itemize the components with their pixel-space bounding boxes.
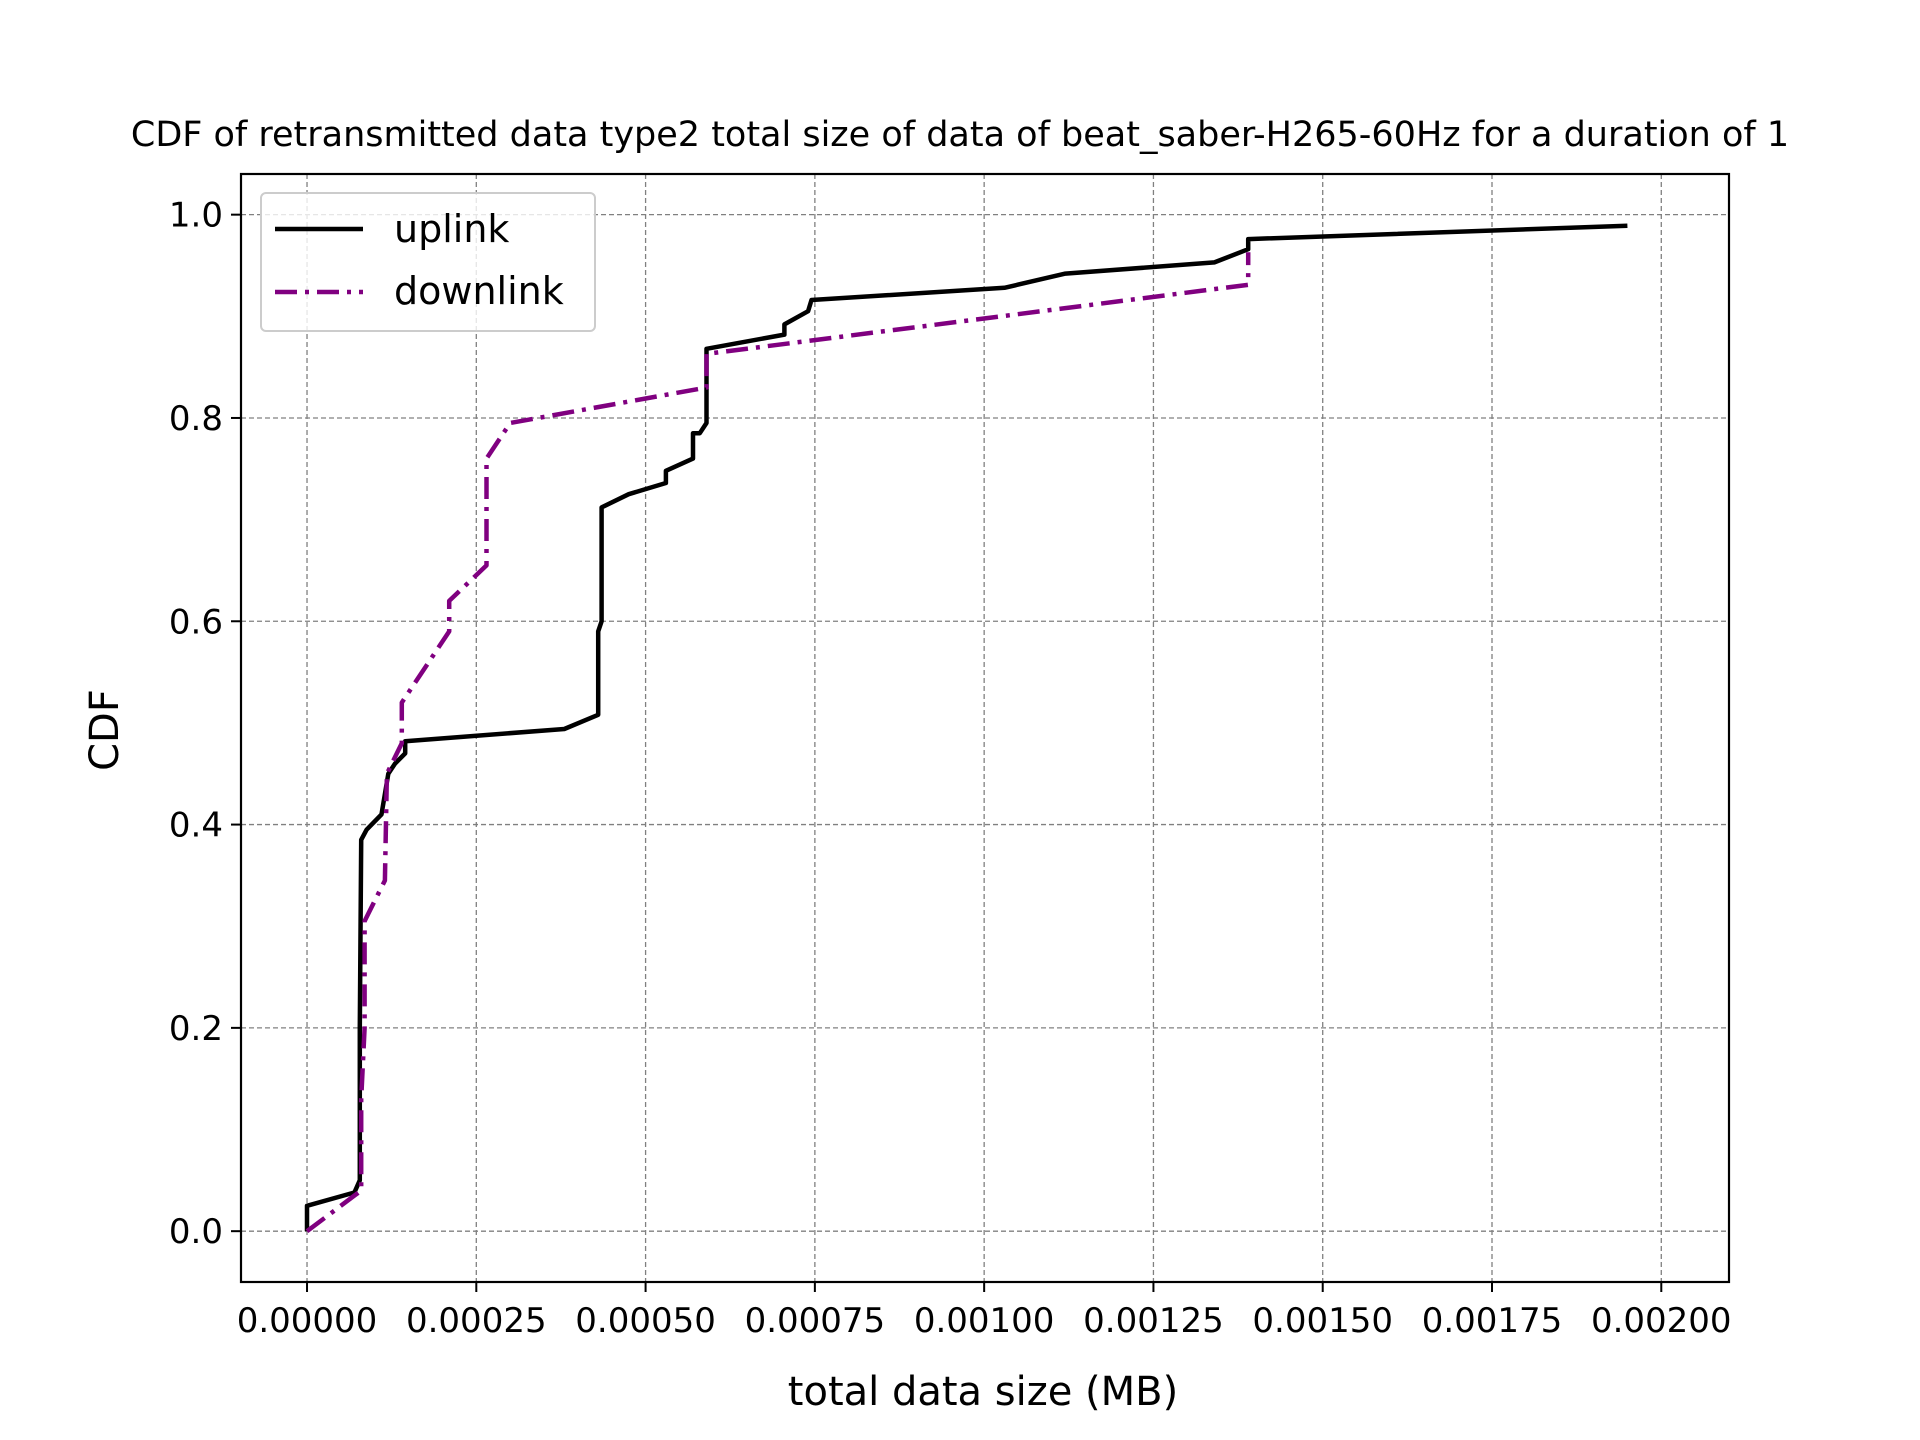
x-tick-label: 0.00000 [237,1301,378,1341]
series-line-downlink [305,252,1251,1233]
x-tick-label: 0.00125 [1083,1301,1224,1341]
x-tick-label: 0.00025 [406,1301,547,1341]
x-tick-label: 0.00200 [1591,1301,1732,1341]
x-tick-label: 0.00075 [745,1301,886,1341]
x-tick-label: 0.00150 [1252,1301,1393,1341]
legend-label-downlink: downlink [394,269,564,313]
grid-lines [241,174,1729,1282]
y-tick-label: 0.6 [169,602,223,642]
y-tick-label: 0.0 [169,1212,223,1252]
y-tick-label: 0.2 [169,1009,223,1049]
y-tick-label: 0.8 [169,399,223,439]
y-tick-label: 1.0 [169,196,223,236]
y-axis-ticks: 0.0 0.2 0.4 0.6 0.8 1.0 [169,196,241,1252]
y-tick-label: 0.4 [169,806,223,846]
x-tick-label: 0.00050 [575,1301,716,1341]
legend: uplink downlink [260,192,596,332]
y-axis-label: CDF [82,689,128,771]
plot-area [304,223,1628,1233]
chart-title: CDF of retransmitted data type2 total si… [131,115,1789,155]
x-axis-ticks: 0.00000 0.00025 0.00050 0.00075 0.00100 0.001… [237,1282,1732,1341]
x-axis-label: total data size (MB) [788,1369,1178,1415]
legend-label-uplink: uplink [394,207,509,251]
x-tick-label: 0.00100 [914,1301,1055,1341]
series-line-uplink [304,223,1628,1232]
x-tick-label: 0.00175 [1422,1301,1563,1341]
